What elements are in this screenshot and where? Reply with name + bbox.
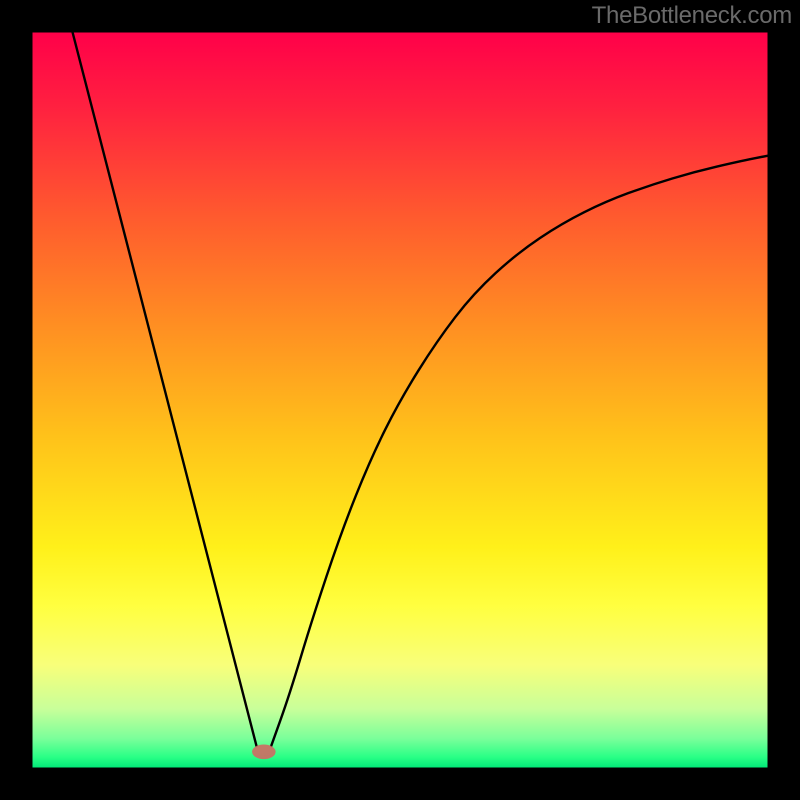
bottleneck-chart: [0, 0, 800, 800]
watermark-text: TheBottleneck.com: [592, 2, 792, 30]
chart-container: TheBottleneck.com: [0, 0, 800, 800]
